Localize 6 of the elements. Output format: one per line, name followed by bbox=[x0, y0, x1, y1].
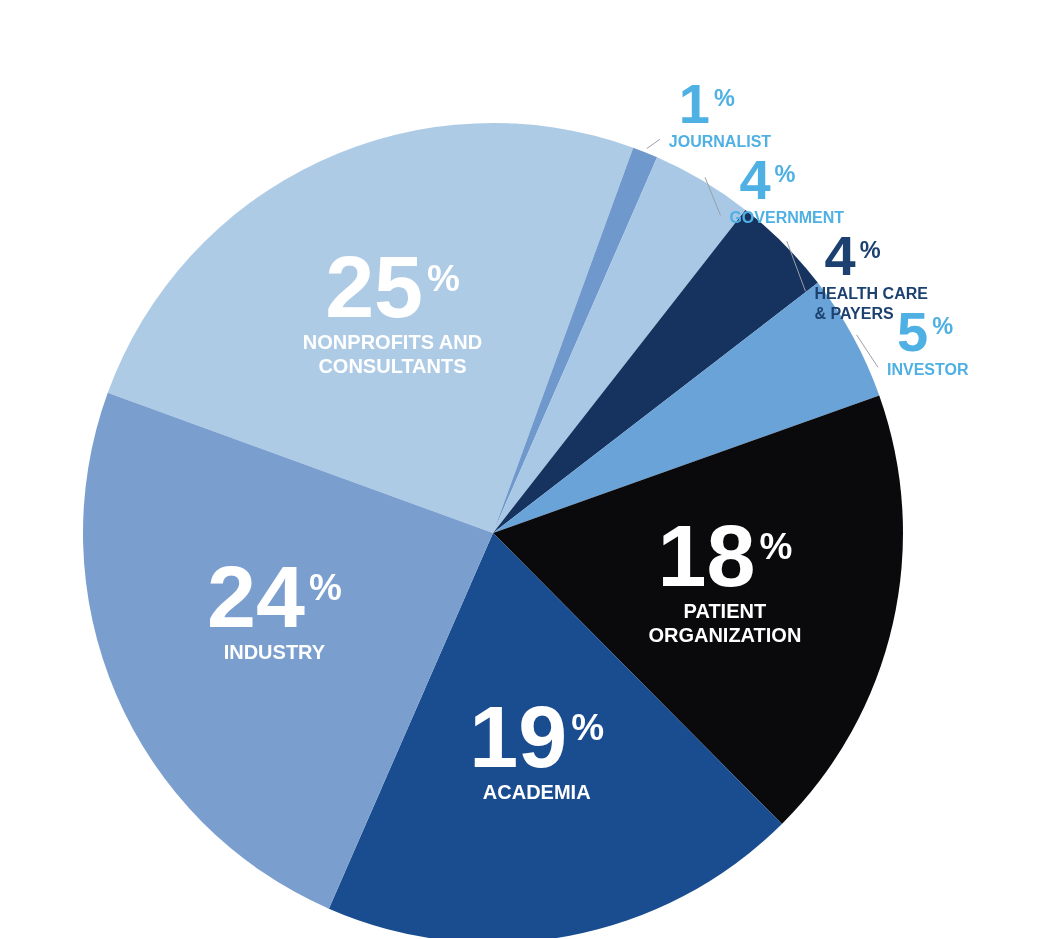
slice-label: NONPROFITS AND CONSULTANTS bbox=[302, 331, 483, 378]
data-label: 4% bbox=[824, 224, 881, 288]
slice-label: INVESTOR bbox=[886, 361, 969, 379]
data-label: 4% bbox=[739, 148, 796, 212]
slice-label: JOURNALIST bbox=[668, 133, 772, 151]
data-label: 1% bbox=[678, 72, 736, 136]
